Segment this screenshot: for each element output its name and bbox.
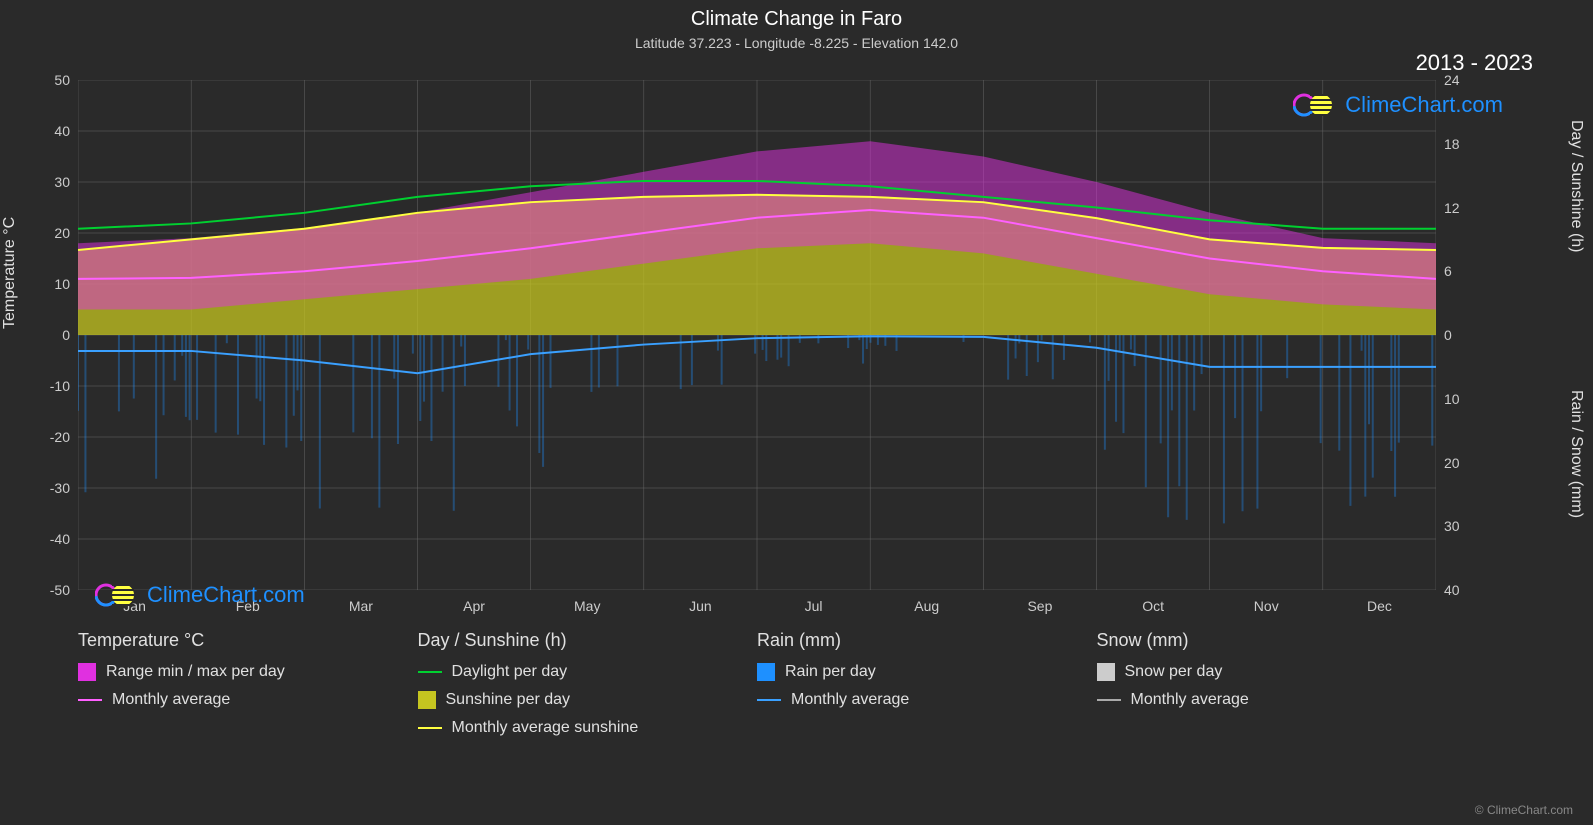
legend-title: Snow (mm) [1097,630,1437,651]
legend-item: Daylight per day [418,663,758,681]
y-tick-left: 30 [54,174,70,190]
legend-swatch [78,663,96,681]
brand-logo-icon [95,580,139,610]
y-tick-right: 10 [1444,391,1460,407]
y-tick-right: 12 [1444,200,1460,216]
y-tick-left: 10 [54,276,70,292]
legend-label: Daylight per day [452,663,568,681]
legend-swatch [757,699,781,701]
legend-col-sunshine: Day / Sunshine (h) Daylight per day Sunsh… [418,630,758,747]
chart-title: Climate Change in Faro [0,0,1593,31]
y-axis-right-top-label: Day / Sunshine (h) [1567,120,1585,253]
year-range: 2013 - 2023 [1416,50,1533,76]
x-tick-month: Sep [1027,598,1052,614]
x-tick-month: Jul [805,598,823,614]
chart-subtitle: Latitude 37.223 - Longitude -8.225 - Ele… [0,31,1593,51]
legend-swatch [1097,699,1121,701]
y-tick-right: 18 [1444,136,1460,152]
legend: Temperature °C Range min / max per day Mo… [78,630,1436,747]
legend-item: Monthly average sunshine [418,719,758,737]
y-tick-left: 50 [54,72,70,88]
y-axis-right-bottom-label: Rain / Snow (mm) [1567,390,1585,518]
legend-col-temperature: Temperature °C Range min / max per day Mo… [78,630,418,747]
watermark-top-right: ClimeChart.com [1293,90,1503,120]
legend-swatch [418,691,436,709]
y-tick-left: -30 [50,480,70,496]
x-tick-month: Nov [1254,598,1279,614]
legend-swatch [418,727,442,729]
y-tick-right: 20 [1444,455,1460,471]
y-tick-right: 30 [1444,518,1460,534]
legend-label: Monthly average [791,691,909,709]
legend-item: Monthly average [78,691,418,709]
legend-label: Sunshine per day [446,691,571,709]
y-axis-left-label: Temperature °C [1,217,19,329]
x-tick-month: Apr [463,598,485,614]
copyright-text: © ClimeChart.com [1475,803,1573,817]
y-tick-left: -50 [50,582,70,598]
legend-label: Monthly average sunshine [452,719,639,737]
watermark-bottom-left: ClimeChart.com [95,580,305,610]
rain-bars [78,335,1432,523]
x-tick-month: May [574,598,600,614]
legend-item: Range min / max per day [78,663,418,681]
y-tick-left: 0 [62,327,70,343]
legend-swatch [1097,663,1115,681]
legend-title: Rain (mm) [757,630,1097,651]
x-tick-month: Mar [349,598,373,614]
x-tick-month: Dec [1367,598,1392,614]
legend-swatch [78,699,102,701]
legend-item: Snow per day [1097,663,1437,681]
climate-chart: Climate Change in Faro Latitude 37.223 -… [0,0,1593,825]
plot-svg [78,80,1436,590]
y-tick-left: -10 [50,378,70,394]
y-tick-right: 40 [1444,582,1460,598]
y-tick-left: -40 [50,531,70,547]
legend-label: Monthly average [1131,691,1249,709]
legend-label: Snow per day [1125,663,1223,681]
x-tick-month: Aug [914,598,939,614]
legend-col-snow: Snow (mm) Snow per day Monthly average [1097,630,1437,747]
y-tick-left: -20 [50,429,70,445]
legend-label: Rain per day [785,663,876,681]
legend-title: Day / Sunshine (h) [418,630,758,651]
legend-swatch [757,663,775,681]
legend-title: Temperature °C [78,630,418,651]
legend-item: Sunshine per day [418,691,758,709]
legend-label: Monthly average [112,691,230,709]
x-tick-month: Jun [689,598,712,614]
y-tick-right: 6 [1444,263,1452,279]
legend-label: Range min / max per day [106,663,285,681]
y-tick-left: 20 [54,225,70,241]
legend-item: Monthly average [1097,691,1437,709]
legend-item: Monthly average [757,691,1097,709]
plot-area: 50403020100-10-20-30-40-5024181260102030… [78,80,1436,590]
legend-col-rain: Rain (mm) Rain per day Monthly average [757,630,1097,747]
brand-logo-icon [1293,90,1337,120]
legend-item: Rain per day [757,663,1097,681]
legend-swatch [418,671,442,673]
y-tick-right: 24 [1444,72,1460,88]
brand-text: ClimeChart.com [147,582,305,608]
brand-text: ClimeChart.com [1345,92,1503,118]
y-tick-left: 40 [54,123,70,139]
y-tick-right: 0 [1444,327,1452,343]
x-tick-month: Oct [1142,598,1164,614]
